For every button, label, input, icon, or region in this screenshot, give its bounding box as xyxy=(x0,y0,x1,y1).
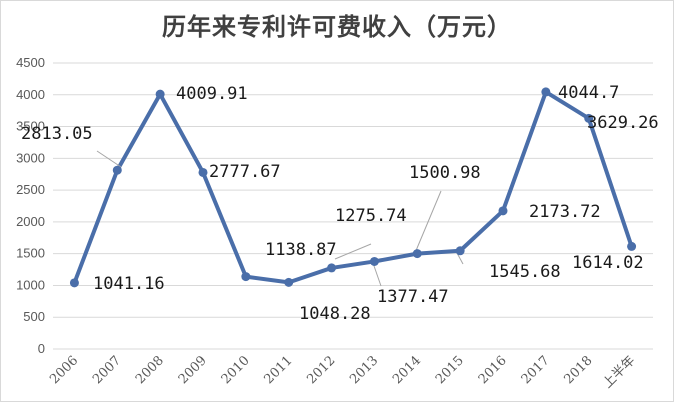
x-tick-label: 2018 xyxy=(562,353,596,387)
leader-line xyxy=(456,252,464,265)
y-tick-label: 3000 xyxy=(16,150,45,165)
y-tick-label: 3500 xyxy=(16,119,45,134)
x-tick-label: 2013 xyxy=(347,353,381,387)
data-point xyxy=(627,241,637,251)
data-point xyxy=(327,263,337,273)
x-tick-label: 2011 xyxy=(262,353,296,387)
data-point xyxy=(241,272,251,282)
data-point xyxy=(412,249,422,259)
x-tick-label: 上半年 xyxy=(600,353,638,391)
data-point xyxy=(284,277,294,287)
x-tick-label: 2006 xyxy=(47,353,81,387)
data-point xyxy=(198,167,208,177)
leader-line xyxy=(414,190,442,254)
y-tick-label: 4500 xyxy=(16,55,45,70)
x-tick-label: 2010 xyxy=(219,353,253,387)
series-line xyxy=(72,89,634,285)
y-tick-label: 500 xyxy=(23,309,45,324)
data-label: 1377.47 xyxy=(377,287,449,307)
x-tick-label: 2017 xyxy=(519,353,553,387)
y-tick-label: 2000 xyxy=(16,214,45,229)
data-label: 1048.28 xyxy=(299,304,371,324)
data-label: 3629.26 xyxy=(587,113,659,133)
leader-line xyxy=(334,243,372,260)
data-point xyxy=(369,256,379,266)
data-point xyxy=(584,113,594,123)
y-tick-label: 1000 xyxy=(16,277,45,292)
data-label: 1545.68 xyxy=(489,262,561,282)
leader-line xyxy=(372,262,382,287)
x-tick-label: 2008 xyxy=(133,353,167,387)
x-tick-label: 2014 xyxy=(390,353,424,387)
data-label: 2813.05 xyxy=(21,124,93,144)
data-label: 1041.16 xyxy=(93,274,165,294)
data-label: 4044.7 xyxy=(558,83,619,103)
chart-title: 历年来专利许可费收入（万元） xyxy=(162,12,512,41)
data-label: 1138.87 xyxy=(265,240,337,260)
data-label: 1275.74 xyxy=(335,206,407,226)
data-label: 1614.02 xyxy=(572,253,644,273)
x-tick-label: 2009 xyxy=(176,353,210,387)
data-label: 2777.67 xyxy=(209,162,281,182)
x-tick-label: 2007 xyxy=(90,353,124,387)
data-point xyxy=(112,165,122,175)
x-tick-label: 2015 xyxy=(433,353,467,387)
data-label: 1500.98 xyxy=(409,163,481,183)
y-tick-label: 4000 xyxy=(16,87,45,102)
y-tick-label: 2500 xyxy=(16,182,45,197)
leader-line xyxy=(96,150,122,168)
data-point xyxy=(498,206,508,216)
data-point xyxy=(455,246,465,256)
data-label: 4009.91 xyxy=(176,84,248,104)
data-point xyxy=(155,89,165,99)
x-tick-label: 2012 xyxy=(304,353,338,387)
y-tick-label: 1500 xyxy=(16,246,45,261)
data-point xyxy=(69,278,79,288)
data-point xyxy=(541,87,551,97)
data-label: 2173.72 xyxy=(529,202,601,222)
y-tick-label: 0 xyxy=(38,341,45,356)
x-tick-label: 2016 xyxy=(476,353,510,387)
